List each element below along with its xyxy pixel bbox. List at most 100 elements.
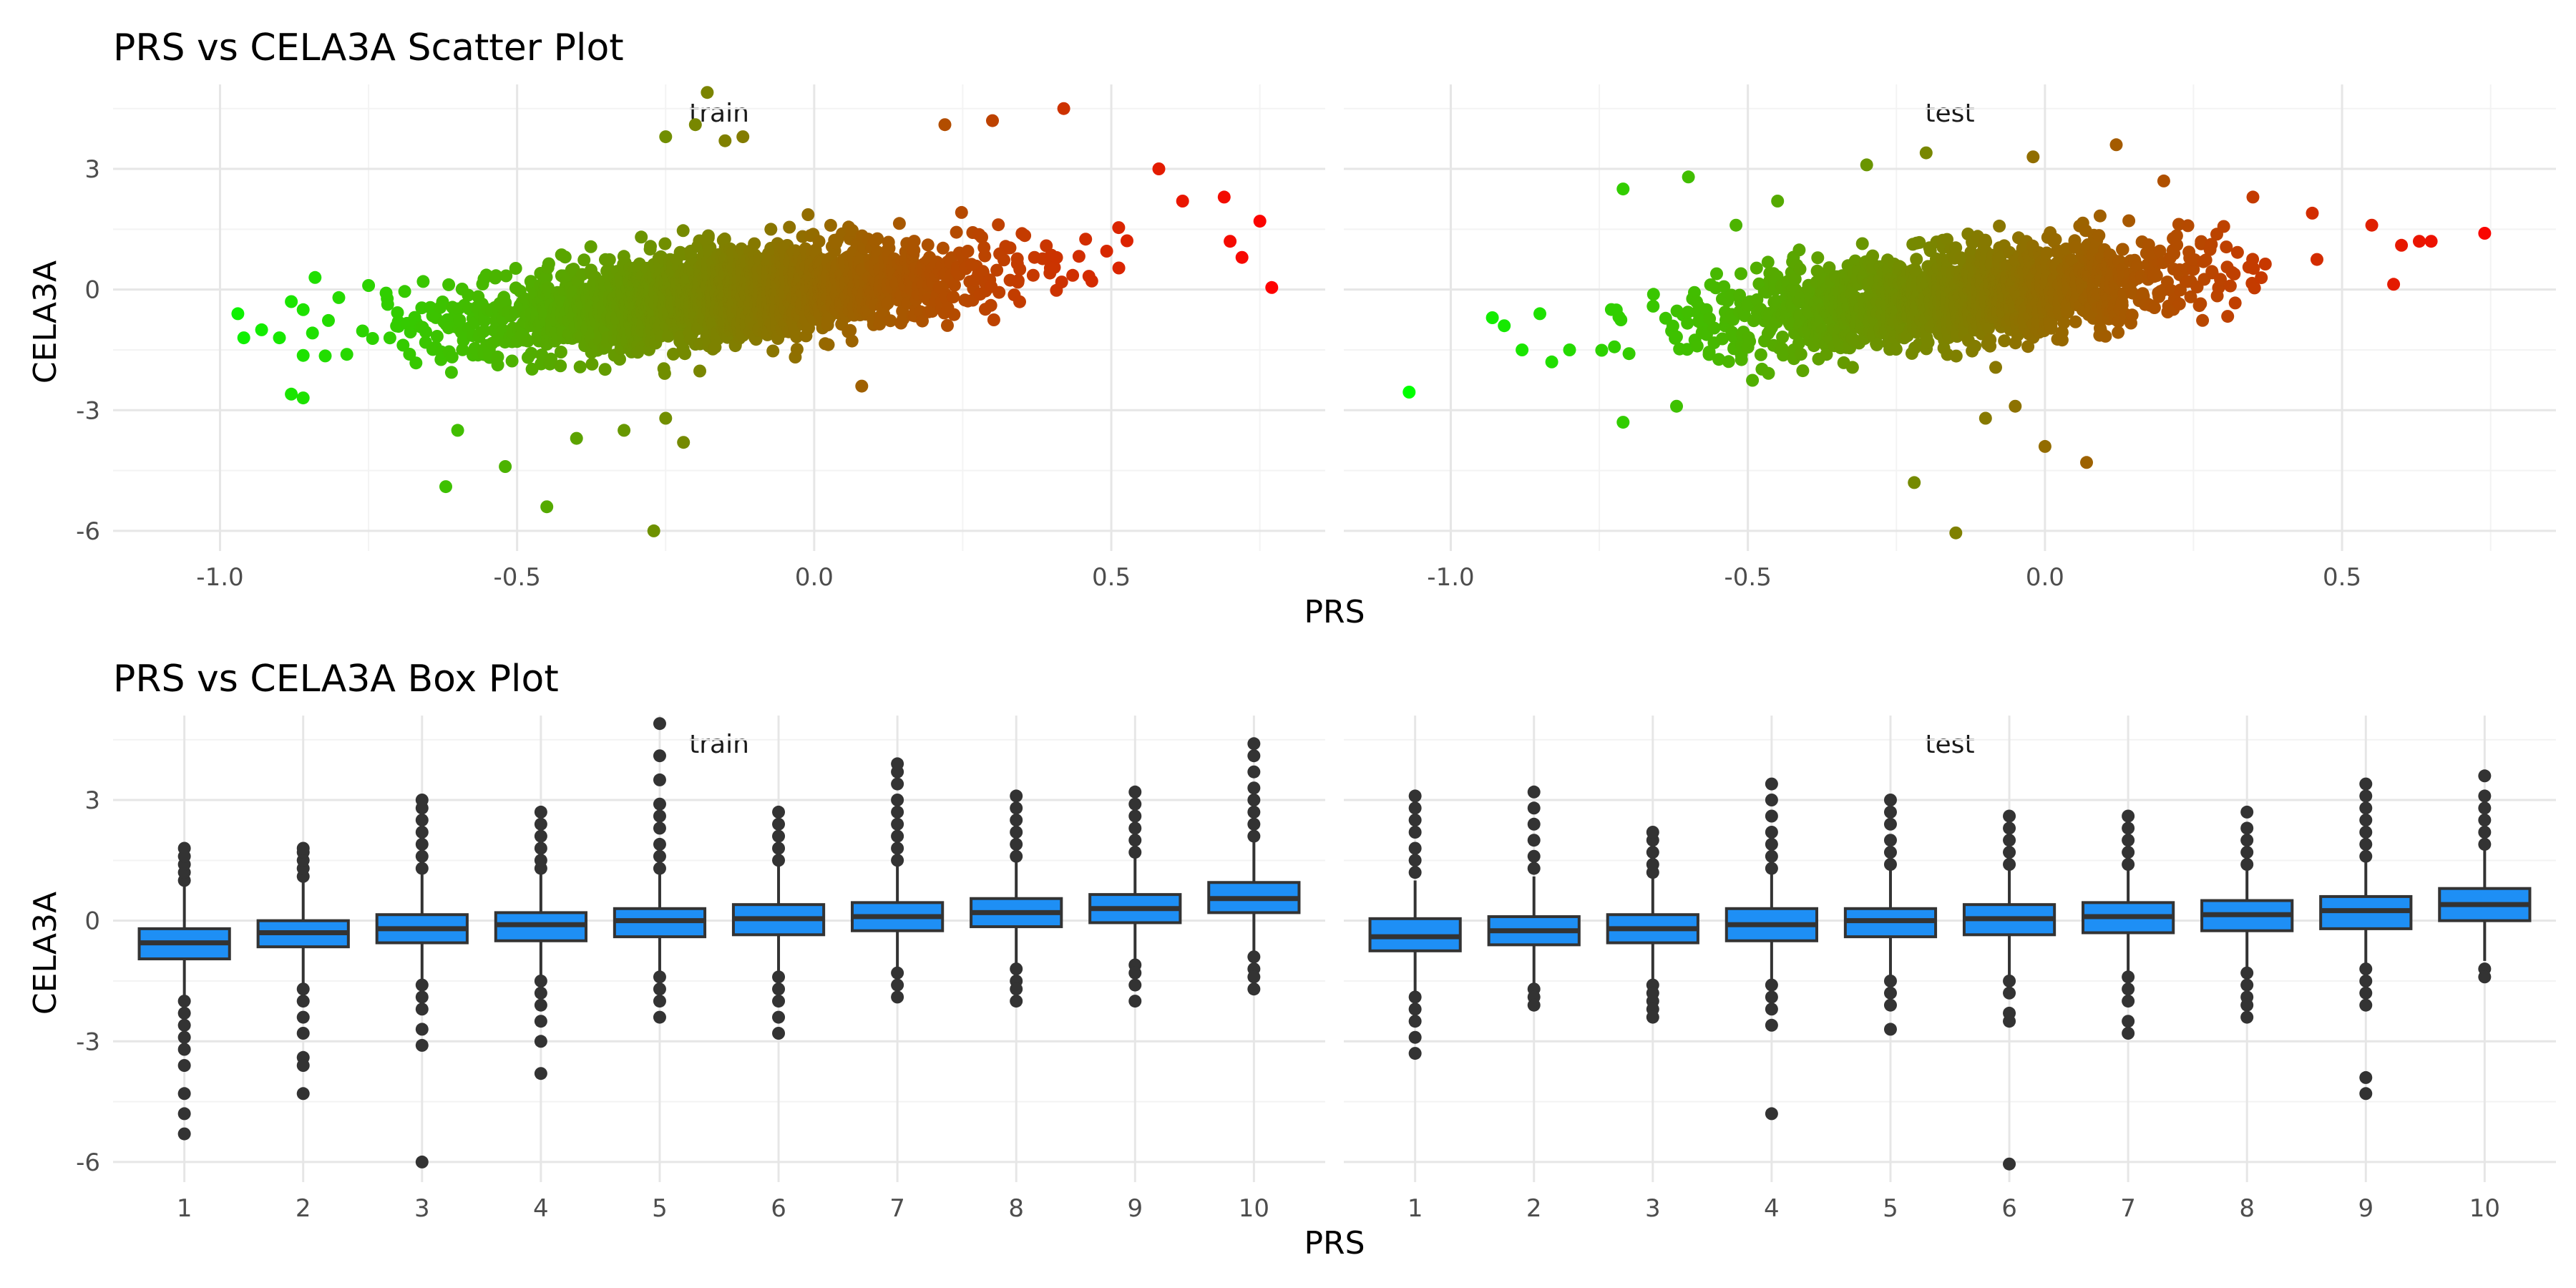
scatter-point: [1949, 526, 1963, 540]
scatter-point: [2424, 235, 2438, 248]
scatter-point: [2122, 214, 2136, 228]
outlier-point: [2003, 809, 2016, 823]
scatter-point: [602, 253, 616, 266]
outlier-point: [1883, 805, 1897, 819]
x-tick-label: 8: [2239, 1194, 2255, 1223]
outlier-point: [772, 841, 786, 855]
outlier-point: [1883, 794, 1897, 806]
outlier-point: [296, 1087, 310, 1101]
scatter-point: [1681, 306, 1694, 319]
outlier-point: [1247, 749, 1261, 763]
scatter-point: [2246, 190, 2260, 204]
scatter-point: [892, 217, 906, 230]
outlier-point: [2003, 975, 2016, 987]
outlier-point: [2478, 801, 2492, 815]
scatter-point: [1908, 476, 1921, 489]
scatter-point: [2223, 279, 2237, 293]
scatter-point: [667, 347, 680, 361]
scatter-point: [1050, 250, 1063, 264]
outlier-point: [2359, 1087, 2373, 1101]
scatter-point: [2306, 206, 2319, 220]
scatter-point: [1681, 316, 1694, 330]
outlier-point: [772, 805, 786, 819]
x-tick-label: -1.0: [1427, 563, 1474, 592]
x-tick-label: 5: [1883, 1194, 1898, 1223]
scatter-point: [1666, 319, 1679, 333]
scatter-point: [2109, 138, 2123, 152]
scatter-point: [1253, 215, 1267, 228]
outlier-point: [534, 975, 547, 987]
scatter-point: [907, 235, 921, 248]
outlier-point: [1646, 826, 1659, 839]
scatter-point: [2228, 267, 2241, 280]
scatter-point: [1112, 221, 1126, 235]
scatter-point: [1057, 102, 1070, 115]
scatter-point: [1743, 335, 1757, 348]
scatter-point: [693, 364, 706, 378]
scatter-point: [521, 334, 535, 348]
outlier-point: [296, 1027, 310, 1040]
scatter-point: [1707, 321, 1721, 335]
scatter-point: [821, 338, 835, 351]
scatter-point: [285, 387, 298, 401]
scatter-point: [2125, 308, 2139, 322]
outlier-point: [1247, 982, 1261, 996]
outlier-point: [2359, 814, 2373, 827]
outlier-point: [772, 854, 786, 867]
outlier-point: [2478, 789, 2492, 803]
outlier-point: [2003, 986, 2016, 1000]
scatter-point: [613, 353, 626, 366]
scatter-point: [676, 224, 690, 238]
scatter-point: [659, 411, 673, 425]
outlier-point: [534, 805, 547, 819]
scatter-point: [736, 130, 750, 144]
outlier-point: [891, 841, 904, 855]
scatter-title: PRS vs CELA3A Scatter Plot: [113, 26, 624, 69]
scatter-point: [362, 279, 376, 292]
scatter-point: [1616, 416, 1630, 429]
outlier-point: [2003, 1157, 2016, 1171]
scatter-point: [961, 245, 975, 258]
outlier-point: [1527, 785, 1541, 799]
outlier-point: [1408, 854, 1422, 867]
x-tick-label: 0.5: [2323, 563, 2361, 592]
outlier-point: [653, 749, 666, 763]
outlier-point: [1247, 781, 1261, 795]
scatter-point: [2170, 238, 2184, 252]
scatter-point: [846, 224, 859, 237]
scatter-point: [409, 356, 423, 370]
x-tick-label: 8: [1008, 1194, 1024, 1223]
outlier-point: [1247, 970, 1261, 984]
outlier-point: [2003, 1015, 2016, 1028]
outlier-point: [1527, 801, 1541, 815]
x-tick-label: 5: [652, 1194, 668, 1223]
outlier-point: [2478, 826, 2492, 839]
outlier-point: [2122, 834, 2135, 847]
scatter-point: [2044, 321, 2058, 335]
outlier-point: [1646, 858, 1659, 871]
scatter-point: [285, 295, 298, 308]
scatter-point: [1794, 348, 1807, 361]
scatter-point: [1735, 267, 1747, 280]
outlier-point: [2359, 1070, 2373, 1084]
outlier-point: [891, 854, 904, 867]
scatter-point: [987, 313, 1000, 326]
outlier-point: [1408, 1047, 1422, 1060]
outlier-point: [1010, 801, 1023, 815]
outlier-point: [2359, 826, 2373, 839]
scatter-point: [658, 366, 671, 380]
outlier-point: [415, 1155, 429, 1169]
scatter-point: [1224, 235, 1237, 248]
outlier-point: [2359, 837, 2373, 851]
scatter-point: [2478, 227, 2492, 240]
scatter-point: [383, 331, 396, 345]
outlier-point: [1010, 849, 1023, 863]
scatter-point: [2220, 240, 2233, 254]
scatter-point: [444, 366, 458, 379]
x-tick-label: -1.0: [196, 563, 243, 592]
scatter-point: [1011, 274, 1025, 288]
outlier-point: [534, 1067, 547, 1080]
scatter-point: [306, 326, 319, 340]
outlier-point: [1527, 834, 1541, 847]
outlier-point: [296, 1059, 310, 1072]
